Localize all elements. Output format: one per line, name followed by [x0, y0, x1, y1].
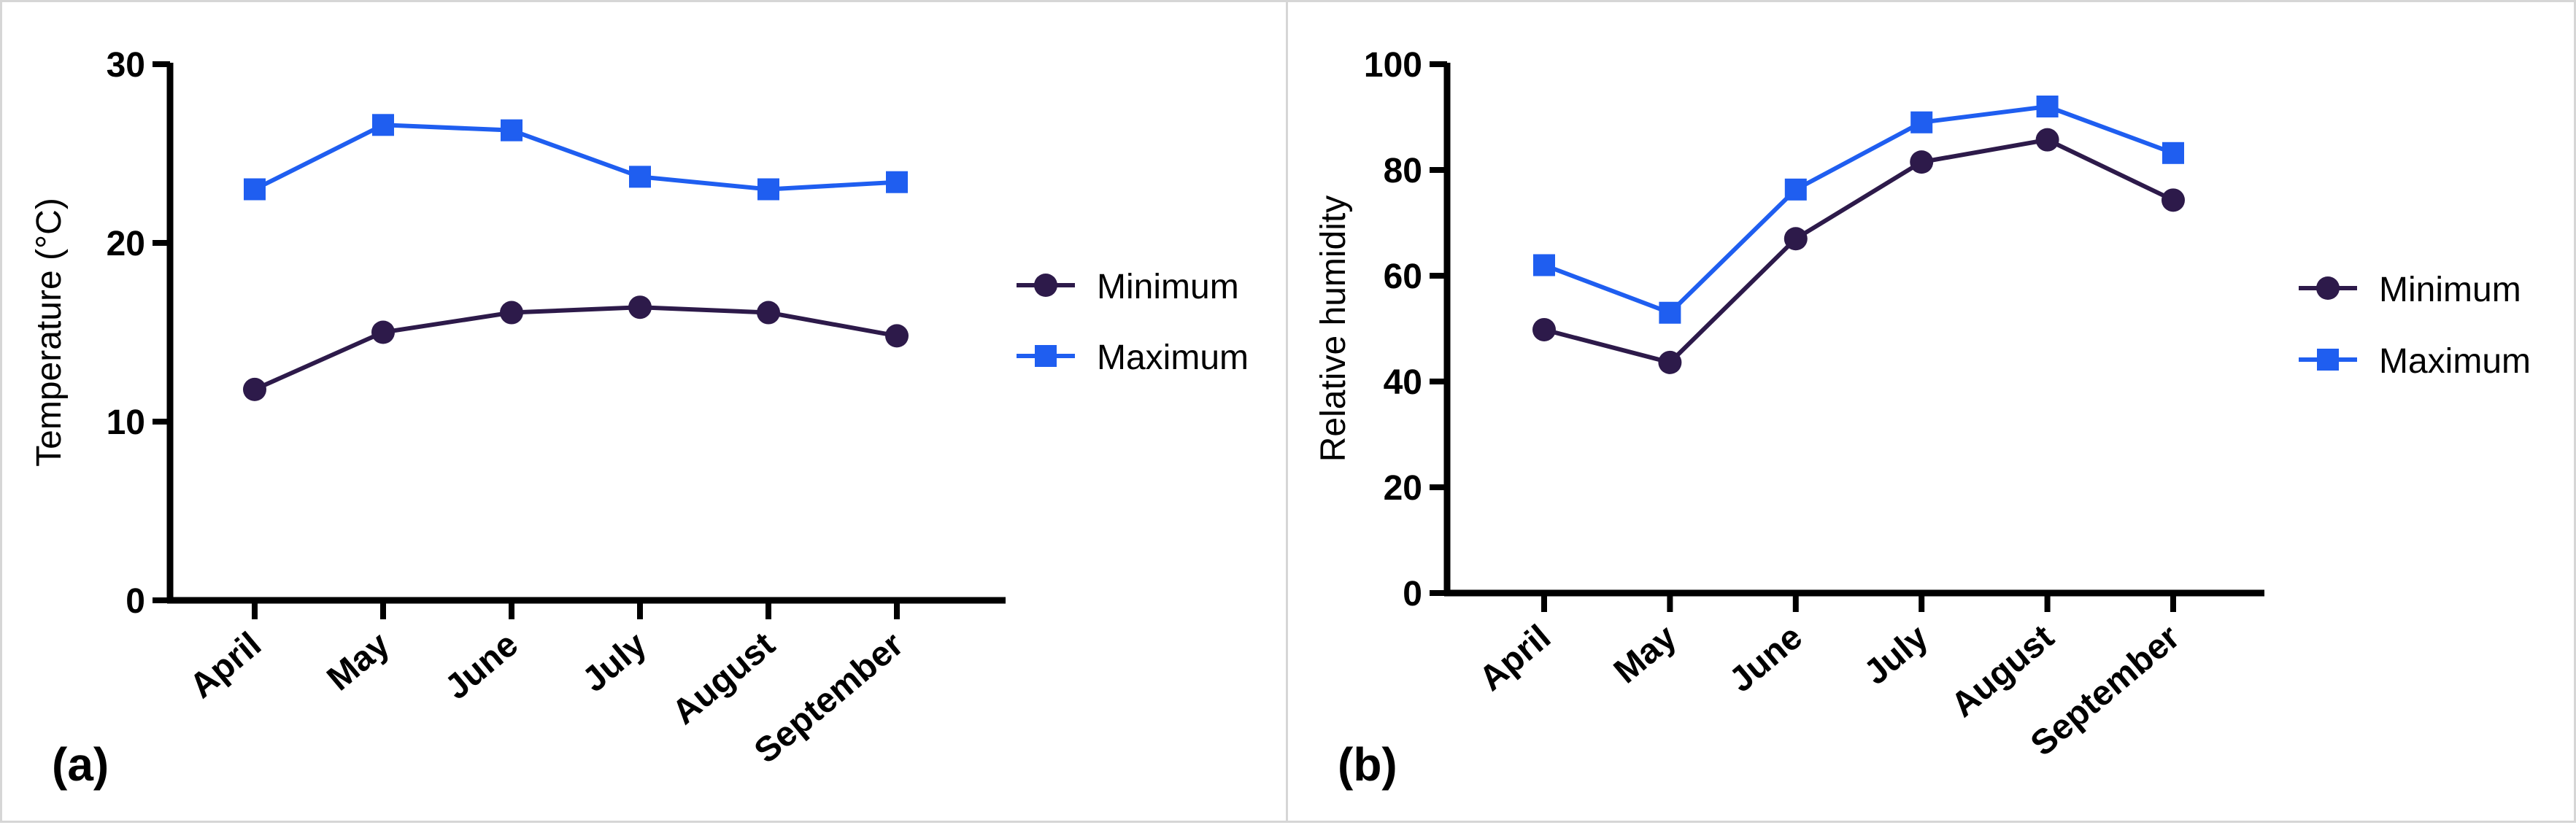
series-line-minimum [1543, 137, 2175, 365]
y-tick-label: 20 [107, 225, 145, 263]
series-line-minimum [253, 305, 898, 392]
data-point-minimum [1658, 350, 1682, 374]
y-tick-label: 0 [126, 582, 145, 621]
data-point-minimum [628, 295, 652, 319]
data-point-maximum [244, 178, 266, 201]
x-tick-label: July [1857, 618, 1936, 693]
x-tick-label: June [1722, 618, 1810, 700]
legend-label-maximum: Maximum [2379, 342, 2531, 381]
y-tick-label: 100 [1364, 46, 1422, 85]
y-axis-title: Temperature (°C) [30, 198, 69, 467]
data-point-maximum [1784, 178, 1807, 201]
data-point-minimum [371, 320, 395, 344]
legend-marker-circle [1034, 274, 1057, 297]
x-tick-label: May [320, 625, 397, 699]
chart-panel-a: 0 10 20 30 April May June July August September Te… [0, 0, 1288, 823]
data-point-maximum [629, 166, 651, 188]
x-tick-label: April [182, 625, 269, 706]
y-tick-label: 20 [1384, 469, 1422, 508]
panel-label-a: (a) [52, 738, 109, 791]
y-tick-label: 80 [1384, 152, 1422, 190]
chart-panel-b: 0 20 40 60 80 100 April May June July August Septem… [1286, 0, 2576, 823]
x-tick-label: April [1472, 618, 1558, 699]
data-point-minimum [500, 301, 523, 325]
data-point-maximum [886, 171, 908, 193]
data-point-maximum [1659, 301, 1681, 324]
y-tick-label: 10 [107, 403, 145, 442]
x-tick-label: August [665, 625, 782, 732]
legend-label-minimum: Minimum [1097, 268, 1239, 306]
y-axis-title: Relative humidity [1314, 195, 1353, 462]
y-tick-label: 30 [107, 46, 145, 85]
legend-label-minimum: Minimum [2379, 271, 2521, 309]
x-tick-label: May [1607, 618, 1684, 692]
y-tick-label: 0 [1403, 575, 1422, 613]
data-point-maximum [2162, 142, 2184, 164]
series-line-maximum [1543, 104, 2175, 316]
data-point-maximum [757, 178, 779, 201]
legend-marker-square [2317, 349, 2339, 371]
data-point-maximum [372, 114, 394, 136]
y-tick-label: 60 [1384, 257, 1422, 296]
data-point-maximum [2036, 96, 2059, 117]
legend-label-maximum: Maximum [1097, 338, 1249, 377]
data-point-maximum [1910, 111, 1933, 133]
data-point-minimum [1532, 317, 1556, 341]
x-tick-label: July [575, 625, 654, 700]
series-line-maximum [253, 123, 898, 192]
data-point-maximum [501, 119, 522, 142]
data-point-minimum [757, 301, 780, 325]
x-tick-label: June [438, 625, 525, 708]
data-point-maximum [1533, 254, 1555, 276]
data-point-minimum [243, 377, 266, 401]
data-point-minimum [1910, 150, 1934, 174]
data-point-minimum [2162, 188, 2185, 212]
panel-label-b: (b) [1338, 738, 1397, 791]
data-point-minimum [2035, 128, 2059, 152]
data-point-minimum [885, 324, 909, 348]
legend-marker-circle [2316, 276, 2340, 300]
legend-marker-square [1035, 345, 1057, 367]
x-tick-label: August [1944, 618, 2062, 725]
data-point-minimum [1783, 227, 1808, 251]
y-tick-label: 40 [1384, 363, 1422, 402]
